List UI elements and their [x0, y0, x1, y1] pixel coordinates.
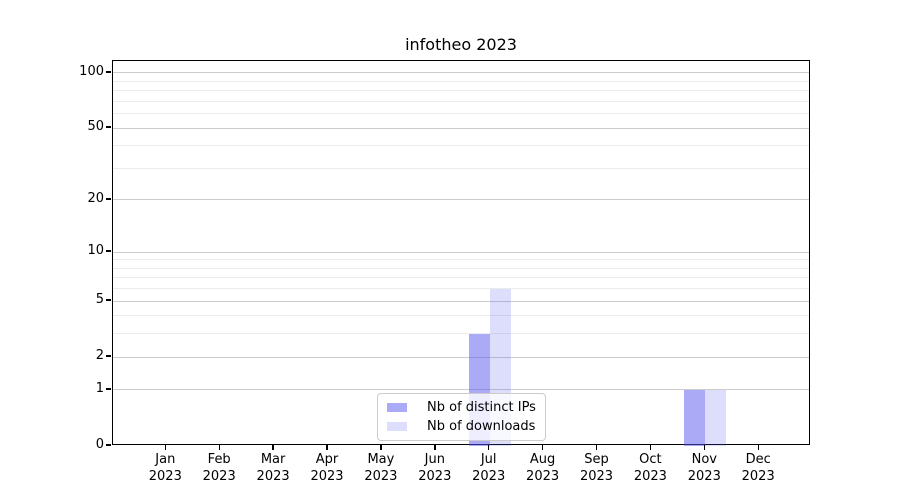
- y-tick-mark-50: [106, 126, 111, 128]
- y-tick-label-1: 1: [95, 380, 104, 396]
- y-tick-label-50: 50: [87, 119, 104, 135]
- gridline-major-2: [113, 356, 809, 358]
- gridline-minor-70: [113, 100, 809, 102]
- x-tick-label-jun-2023: Jun 2023: [418, 452, 452, 484]
- y-tick-mark-2: [106, 355, 111, 357]
- x-tick-mark-mar-2023: [272, 445, 274, 450]
- legend-item-downloads: Nb of downloads: [387, 417, 536, 436]
- x-tick-label-oct-2023: Oct 2023: [633, 452, 667, 484]
- x-tick-mark-feb-2023: [218, 445, 220, 450]
- x-tick-label-aug-2023: Aug 2023: [526, 452, 560, 484]
- gridline-minor-9: [113, 259, 809, 261]
- gridline-minor-8: [113, 267, 809, 269]
- x-tick-mark-dec-2023: [757, 445, 759, 450]
- y-tick-mark-100: [106, 71, 111, 73]
- y-tick-label-10: 10: [87, 243, 104, 259]
- chart-title: infotheo 2023: [405, 35, 517, 54]
- x-tick-label-feb-2023: Feb 2023: [202, 452, 236, 484]
- x-tick-mark-oct-2023: [649, 445, 652, 450]
- legend-label-downloads: Nb of downloads: [427, 419, 536, 434]
- x-tick-mark-jan-2023: [164, 445, 167, 450]
- gridline-minor-30: [113, 167, 809, 169]
- y-tick-label-0: 0: [95, 437, 104, 452]
- gridline-major-1: [113, 389, 809, 391]
- x-tick-mark-nov-2023: [703, 445, 705, 450]
- x-tick-mark-aug-2023: [541, 445, 544, 450]
- x-tick-label-apr-2023: Apr 2023: [310, 452, 344, 484]
- y-tick-label-100: 100: [79, 63, 104, 79]
- gridline-major-5: [113, 300, 809, 302]
- x-tick-label-may-2023: May 2023: [364, 452, 398, 484]
- legend-item-distinct-ips: Nb of distinct IPs: [387, 398, 536, 417]
- gridline-minor-80: [113, 90, 809, 92]
- x-tick-mark-sep-2023: [595, 445, 598, 450]
- gridline-minor-3: [113, 333, 809, 335]
- gridline-minor-7: [113, 277, 809, 279]
- y-tick-mark-10: [106, 250, 111, 252]
- bar-nb-of-downloads-nov-2023: [705, 389, 727, 446]
- legend-label-distinct-ips: Nb of distinct IPs: [427, 400, 536, 415]
- gridline-minor-60: [113, 113, 809, 115]
- gridline-major-100: [113, 72, 809, 74]
- x-tick-mark-may-2023: [380, 445, 382, 450]
- x-tick-mark-jul-2023: [487, 445, 490, 450]
- gridline-major-20: [113, 199, 809, 201]
- legend: Nb of distinct IPs Nb of downloads: [377, 393, 546, 441]
- y-tick-mark-20: [106, 198, 111, 200]
- gridline-minor-6: [113, 288, 809, 290]
- x-tick-label-mar-2023: Mar 2023: [256, 452, 290, 484]
- legend-swatch-distinct-ips: [387, 403, 407, 412]
- y-tick-label-5: 5: [95, 292, 104, 308]
- x-tick-label-sep-2023: Sep 2023: [579, 452, 614, 484]
- x-tick-mark-jun-2023: [434, 445, 436, 450]
- y-tick-mark-0: [106, 444, 111, 446]
- gridline-minor-40: [113, 145, 809, 147]
- y-tick-label-2: 2: [95, 348, 104, 364]
- gridline-minor-4: [113, 315, 809, 317]
- gridline-major-10: [113, 251, 809, 253]
- y-tick-mark-5: [106, 299, 111, 301]
- legend-swatch-downloads: [387, 422, 407, 431]
- bar-nb-of-distinct-ips-nov-2023: [684, 389, 706, 446]
- x-tick-label-dec-2023: Dec 2023: [741, 452, 775, 484]
- x-tick-mark-apr-2023: [326, 445, 328, 450]
- gridline-minor-90: [113, 80, 809, 82]
- gridline-major-50: [113, 127, 809, 129]
- y-tick-mark-1: [106, 388, 111, 390]
- y-tick-label-20: 20: [87, 190, 104, 206]
- x-tick-label-jan-2023: Jan 2023: [148, 452, 182, 484]
- x-tick-label-nov-2023: Nov 2023: [687, 452, 721, 484]
- plot-area: [112, 60, 810, 446]
- x-tick-label-jul-2023: Jul 2023: [472, 452, 506, 484]
